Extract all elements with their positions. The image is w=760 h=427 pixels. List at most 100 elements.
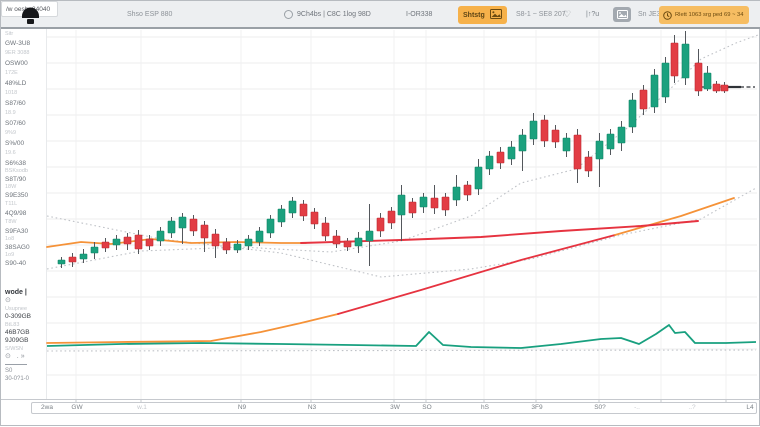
candle-up: [233, 243, 242, 251]
indicator-minor-label: Usupnee: [5, 306, 28, 312]
candle-down: [299, 203, 308, 217]
indicator-value: 0-309GB: [5, 313, 32, 320]
candle-down: [441, 196, 450, 211]
interval-group-label[interactable]: 9Ch4bs | C8C 1log 98D: [297, 10, 371, 18]
candle-down: [376, 217, 385, 232]
camera-icon: [616, 10, 628, 19]
alert-button-label: Rlett 1063 srg ped 69 ~ 34: [675, 12, 744, 18]
indicator-dotted-flat: [46, 349, 757, 352]
time-axis-label: L4: [746, 404, 754, 411]
candle-up: [178, 216, 187, 229]
indicator-line-teal: [46, 324, 757, 349]
candle-down: [310, 211, 319, 225]
candle-down: [496, 151, 505, 164]
indicator-value: 46B7GB: [5, 329, 30, 336]
candle-down: [68, 256, 77, 263]
clock-icon: [663, 10, 672, 20]
indicator-name[interactable]: wode |: [5, 289, 27, 296]
candle-up: [57, 259, 66, 265]
price-axis-minor-label: 19.6: [5, 150, 16, 156]
indicator-rows: Usupnee 0-309GB BtL83 46B7GB 9J09GB S/WSN: [5, 305, 31, 353]
indicator-menu-label[interactable]: I-OR338: [406, 10, 433, 18]
indicator-minor-label: BtL83: [5, 322, 20, 328]
candle-up: [354, 237, 363, 247]
time-axis-label: SO: [422, 404, 432, 411]
price-axis-label: S8T/90: [5, 176, 26, 183]
candle-up: [365, 230, 374, 242]
price-axis-label: 38SAG0: [5, 244, 30, 251]
price-axis-minor-label: 18.9: [5, 110, 16, 116]
candle-up: [529, 120, 538, 140]
price-axis-label: S07/60: [5, 120, 26, 127]
candle-up: [595, 140, 604, 160]
candle-down: [408, 201, 417, 214]
strategy-button[interactable]: Shtstg: [458, 6, 507, 24]
candle-down: [321, 222, 330, 237]
candle-down: [584, 156, 593, 172]
candle-down: [551, 129, 560, 143]
trend-line-orange-end: [614, 197, 735, 236]
indicator-value: 9J09GB: [5, 337, 29, 344]
image-icon: [489, 9, 502, 21]
candle-up: [419, 196, 428, 208]
time-axis-label: N9: [237, 404, 247, 411]
eye-icon[interactable]: ⊙: [5, 297, 11, 304]
time-axis-label: -..: [634, 404, 640, 411]
ma-line-red: [300, 220, 699, 244]
price-axis-minor-label: 1018: [5, 90, 18, 96]
candle-down: [222, 241, 231, 251]
candle-up: [518, 134, 527, 152]
candle-down: [343, 240, 352, 248]
candle-up: [606, 133, 615, 150]
candle-up: [628, 99, 637, 128]
candle-down: [189, 218, 198, 232]
favorite-heart-icon[interactable]: ♡: [563, 8, 572, 19]
indicator-tools-icons[interactable]: ⊙ .»: [5, 353, 27, 360]
chart-area[interactable]: Sitr GW-3U8 9ER 3088 OSW00 172E 48%LD 1018 S87/…: [1, 29, 760, 427]
candle-down: [134, 234, 143, 250]
candle-up: [112, 238, 121, 246]
candle-up: [244, 238, 253, 247]
candle-up: [255, 230, 264, 243]
candle-down: [430, 197, 439, 209]
price-axis-label: 4Q9/98: [5, 210, 27, 217]
price-axis-label: S9FA30: [5, 228, 29, 235]
candle-up: [156, 230, 165, 242]
alert-button[interactable]: Rlett 1063 srg ped 69 ~ 34: [659, 6, 749, 24]
share-label[interactable]: Sn JE3: [638, 10, 661, 18]
time-axis[interactable]: 2wa GW w.1 N9 N3 3W SO hS 3F9 S0? -....? L4: [31, 402, 757, 414]
candle-up: [507, 146, 516, 160]
candle-down: [670, 42, 679, 77]
candle-up: [277, 208, 286, 223]
time-axis-label: w.1: [137, 404, 147, 411]
top-toolbar: /w oesh. 34040 Shso ESP 880 9Ch4bs | C8C…: [1, 1, 760, 29]
indicator-panel: wode | ⊙ Usupnee 0-309GB BtL83 46B7GB 9J09GB…: [5, 289, 31, 383]
price-axis-minor-label: 1o9: [5, 252, 15, 258]
price-axis[interactable]: Sitr GW-3U8 9ER 3088 OSW00 172E 48%LD 1018 S87/…: [1, 29, 46, 401]
price-axis-label: S%/00: [5, 140, 25, 147]
candle-down: [639, 89, 648, 110]
app-logo-icon[interactable]: [19, 1, 42, 27]
indicator-minor-label: S/WSN: [5, 346, 24, 352]
chart-svg[interactable]: [1, 29, 760, 427]
snapshot-button[interactable]: [613, 7, 631, 22]
time-axis-label: ..?: [688, 404, 696, 411]
indicator-divider: [5, 364, 27, 365]
price-axis-label: GW-3U8: [5, 40, 31, 47]
candle-down: [200, 224, 209, 239]
time-axis-label: hS: [481, 404, 489, 411]
candle-down: [463, 184, 472, 196]
price-axis-label: S87/60: [5, 100, 26, 107]
date-range-label: S8-1 ~ SE8 207: [516, 10, 566, 18]
trend-line-red: [337, 234, 616, 315]
candle-down: [145, 238, 154, 247]
candle-up: [288, 200, 297, 214]
candle-down: [712, 83, 721, 92]
trend-line-orange-start: [46, 313, 339, 344]
interval-radio-icon[interactable]: [284, 1, 293, 27]
candle-up: [90, 246, 99, 254]
time-axis-label: GW: [71, 404, 83, 411]
compare-label[interactable]: |↑?u: [586, 10, 600, 18]
price-axis-minor-label: 1o8: [5, 236, 15, 242]
price-axis-minor-label: T8W: [5, 219, 17, 225]
